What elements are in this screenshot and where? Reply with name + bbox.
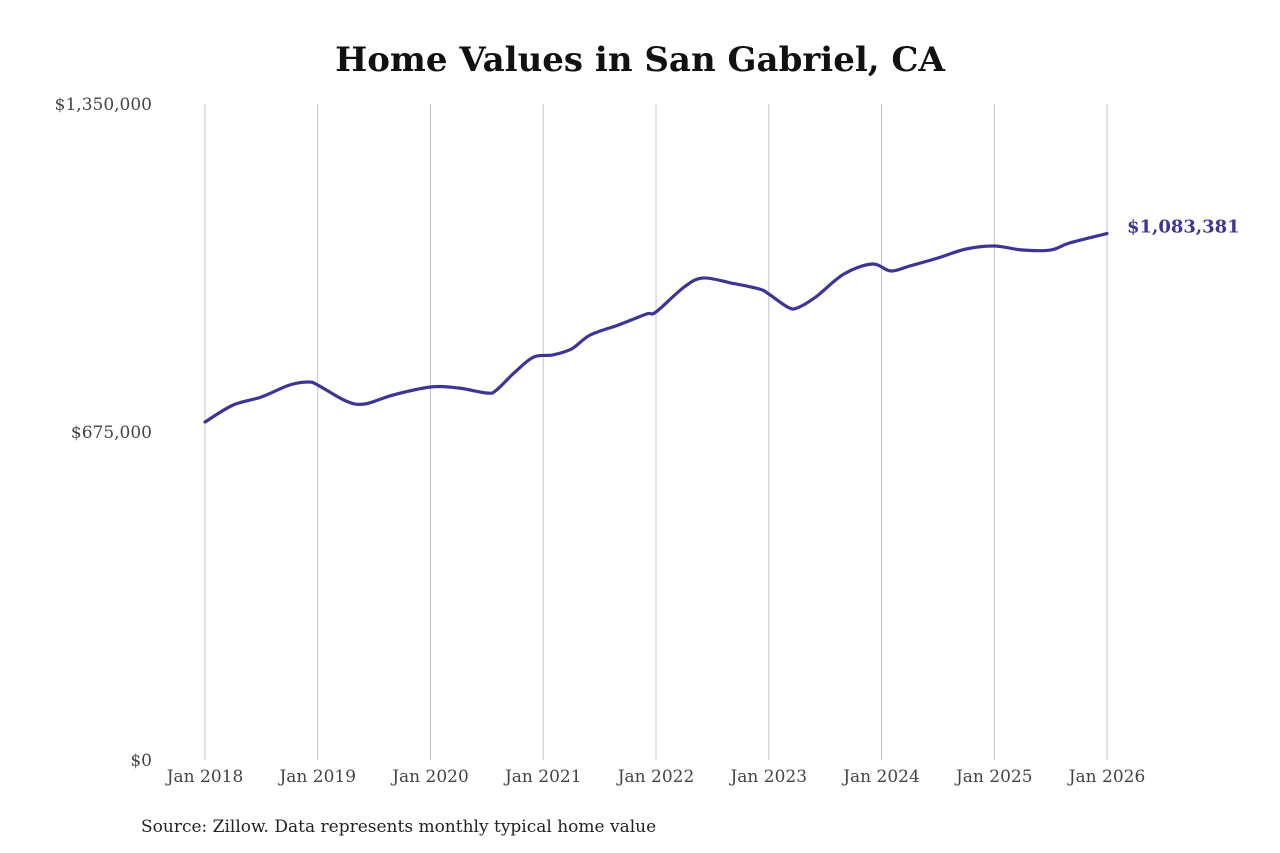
x-tick-label: Jan 2026	[1067, 767, 1146, 787]
series-line	[203, 231, 1109, 424]
x-tick-label: Jan 2023	[728, 767, 807, 787]
x-tick-label: Jan 2021	[503, 767, 582, 787]
x-tick-label: Jan 2018	[165, 767, 244, 787]
source-note: Source: Zillow. Data represents monthly …	[141, 817, 657, 837]
y-tick-label: $0	[130, 751, 152, 771]
x-tick-label: Jan 2024	[841, 767, 920, 787]
x-tick-label: Jan 2022	[616, 767, 695, 787]
chart-title: Home Values in San Gabriel, CA	[335, 40, 945, 80]
end-value-label: $1,083,381	[1127, 217, 1240, 238]
x-tick-label: Jan 2025	[954, 767, 1033, 787]
x-tick-label: Jan 2019	[277, 767, 356, 787]
y-tick-label: $675,000	[71, 423, 152, 443]
x-tick-label: Jan 2020	[390, 767, 469, 787]
y-tick-label: $1,350,000	[55, 95, 152, 115]
